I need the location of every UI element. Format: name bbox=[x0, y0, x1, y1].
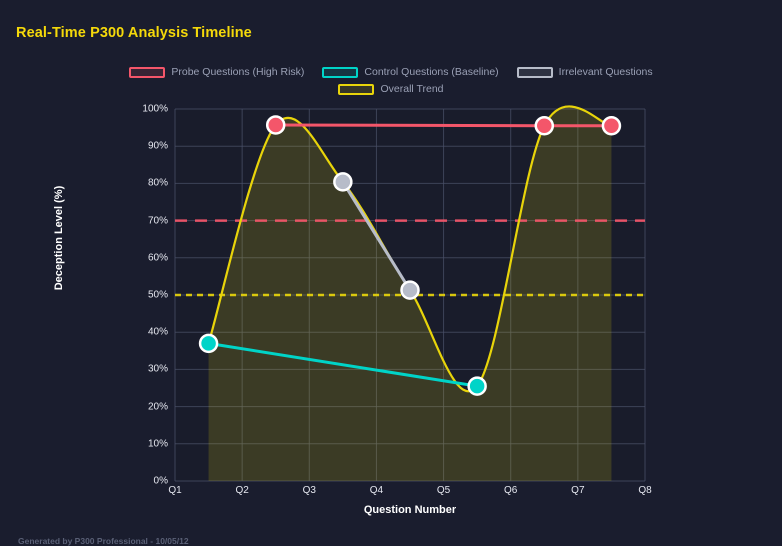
x-axis-label: Question Number bbox=[363, 504, 457, 516]
y-axis-tick-label: 30% bbox=[147, 363, 168, 375]
legend-item-label: Probe Questions (High Risk) bbox=[171, 66, 305, 78]
line-swatch-icon bbox=[129, 66, 166, 78]
legend-item[interactable]: Irrelevant Questions bbox=[516, 66, 653, 78]
data-point-marker[interactable] bbox=[400, 280, 420, 300]
y-axis-tick-label: 100% bbox=[142, 103, 168, 115]
x-axis-tick-label: Q5 bbox=[436, 485, 451, 496]
line-swatch-icon bbox=[516, 66, 553, 78]
line-swatch-icon bbox=[338, 83, 375, 95]
legend-item[interactable]: Control Questions (Baseline) bbox=[322, 66, 499, 78]
series-line-control-questions-baseline bbox=[207, 341, 479, 388]
x-axis-tick-label: Q8 bbox=[638, 485, 652, 496]
y-axis-label: Deception Level (%) bbox=[53, 185, 65, 291]
legend-item-label: Control Questions (Baseline) bbox=[364, 66, 499, 78]
y-axis-tick-label: 10% bbox=[147, 438, 168, 450]
y-axis-ticks: 0% 10% 20% 30% 40% 50% 60% 70% 80% 90% 100% bbox=[120, 0, 168, 546]
page-title: Real-Time P300 Analysis Timeline bbox=[16, 25, 252, 41]
y-axis-tick-label: 80% bbox=[147, 177, 168, 189]
footer-text: Generated by P300 Professional - 10/05/1… bbox=[18, 536, 189, 546]
y-axis-tick-label: 50% bbox=[147, 289, 168, 301]
y-axis-tick-label: 20% bbox=[147, 401, 168, 413]
x-axis-tick-label: Q2 bbox=[235, 485, 249, 496]
data-point-marker[interactable] bbox=[601, 115, 622, 136]
legend-item[interactable]: Probe Questions (High Risk) bbox=[129, 66, 304, 78]
data-point-marker[interactable] bbox=[333, 172, 353, 192]
data-point-marker[interactable] bbox=[265, 115, 286, 135]
y-axis-tick-label: 0% bbox=[153, 475, 168, 487]
line-swatch-icon bbox=[322, 66, 359, 78]
y-axis-tick-label: 70% bbox=[147, 215, 168, 227]
x-axis-tick-label: Q1 bbox=[168, 485, 182, 496]
x-axis-tick-label: Q6 bbox=[504, 485, 518, 496]
legend-item[interactable]: Overall Trend bbox=[338, 83, 444, 95]
legend-item-label: Irrelevant Questions bbox=[558, 66, 653, 78]
data-point-marker[interactable] bbox=[534, 115, 555, 136]
series-line-probe-questions-high-risk bbox=[274, 123, 613, 128]
y-axis-tick-label: 60% bbox=[147, 252, 168, 264]
y-axis-tick-label: 40% bbox=[147, 326, 168, 338]
data-point-marker[interactable] bbox=[198, 333, 219, 354]
data-point-marker[interactable] bbox=[467, 376, 487, 396]
y-axis-tick-label: 90% bbox=[147, 140, 168, 152]
x-axis-tick-label: Q3 bbox=[302, 485, 316, 496]
legend-row: Overall Trend bbox=[338, 83, 444, 95]
x-axis-tick-label: Q7 bbox=[571, 485, 585, 496]
chart-legend: Probe Questions (High Risk) Control Quest… bbox=[0, 66, 782, 95]
series-line-irrelevant-questions bbox=[341, 180, 412, 292]
x-axis-tick-label: Q4 bbox=[369, 485, 384, 496]
legend-item-label: Overall Trend bbox=[380, 83, 444, 95]
legend-row: Probe Questions (High Risk) Control Quest… bbox=[129, 66, 653, 78]
